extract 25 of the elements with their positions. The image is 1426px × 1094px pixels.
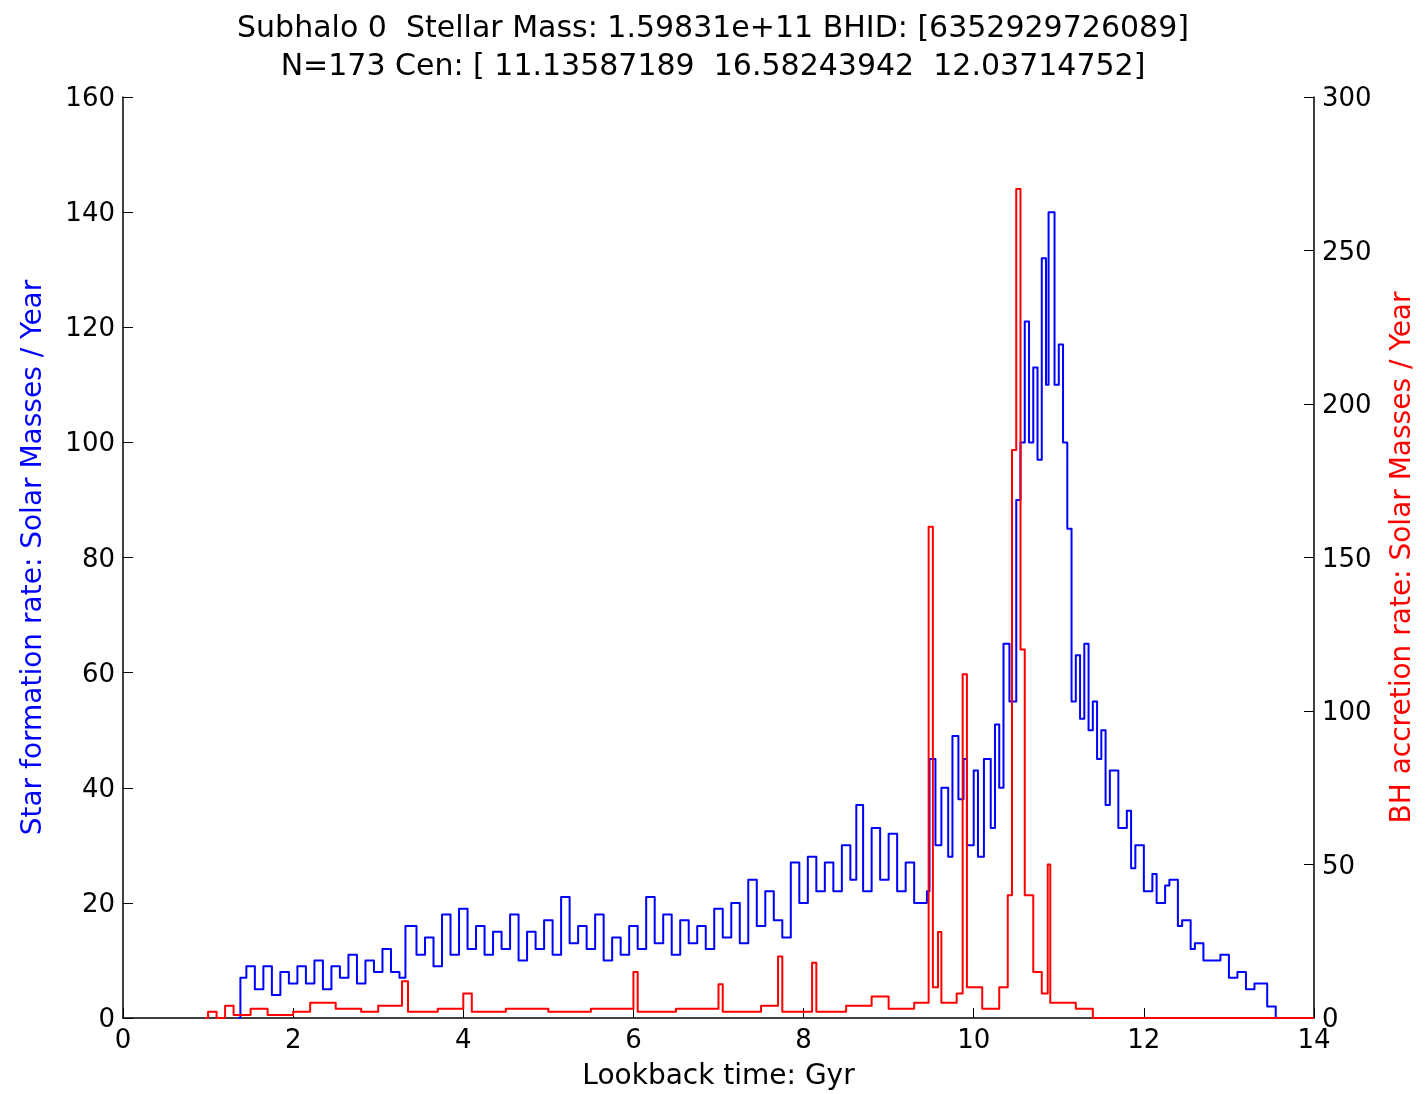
y2-tick-label: 50 — [1322, 849, 1356, 880]
y-tick-label: 60 — [81, 657, 115, 688]
x-axis-title: Lookback time: Gyr — [582, 1057, 856, 1091]
y-tick-label: 20 — [81, 887, 115, 918]
x-tick-label: 8 — [795, 1024, 812, 1054]
x-tick-label: 4 — [455, 1024, 472, 1054]
x-tick-label: 6 — [625, 1024, 642, 1054]
y2-tick-label: 200 — [1322, 389, 1372, 419]
x-tick-label: 2 — [284, 1024, 302, 1054]
y-tick-label: 160 — [65, 82, 115, 112]
y-tick-label: 0 — [98, 1003, 115, 1033]
y2-tick-label: 150 — [1322, 542, 1372, 573]
y-tick-label: 140 — [65, 197, 115, 228]
y-tick-label: 120 — [65, 312, 115, 343]
y2-tick-label: 250 — [1322, 235, 1372, 266]
y2-axis-title: BH accretion rate: Solar Masses / Year — [1383, 290, 1417, 824]
y-tick-label: 100 — [65, 427, 115, 458]
x-tick-label: 12 — [1127, 1024, 1161, 1054]
y-axis-title: Star formation rate: Solar Masses / Year — [14, 279, 48, 836]
x-tick-label: 10 — [957, 1024, 991, 1054]
chart-title: Subhalo 0 Stellar Mass: 1.59831e+11 BHID: [6352929726089] N=173 Cen: [ 11.13587189 16.58243942 12.03714752] — [237, 8, 1189, 82]
y2-tick-label: 100 — [1322, 696, 1372, 726]
y2-tick-label: 300 — [1322, 82, 1372, 112]
y-tick-label: 40 — [81, 772, 115, 803]
y-tick-label: 80 — [81, 542, 115, 573]
